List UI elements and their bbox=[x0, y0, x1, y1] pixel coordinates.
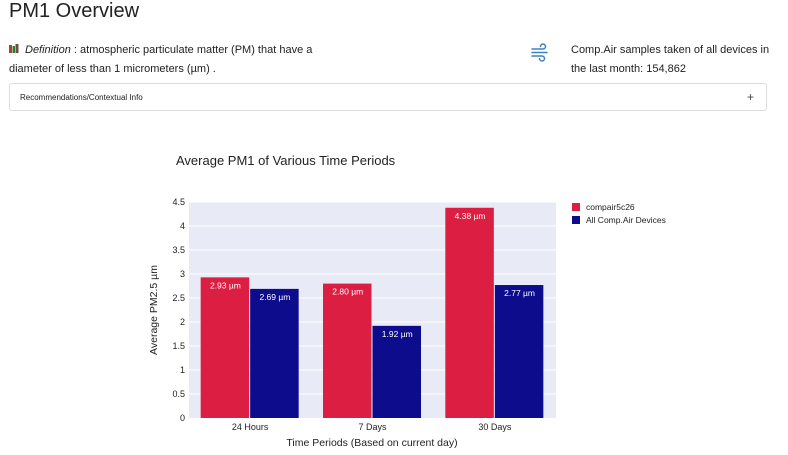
y-tick-label: 4.5 bbox=[172, 197, 185, 207]
books-icon bbox=[9, 44, 19, 53]
bar-value-label: 4.38 µm bbox=[455, 211, 486, 221]
y-tick-label: 4 bbox=[180, 221, 185, 231]
bar-value-label: 2.93 µm bbox=[210, 280, 241, 290]
definition-body: : atmospheric particulate matter (PM) th… bbox=[9, 44, 313, 75]
y-tick-label: 0 bbox=[180, 413, 185, 423]
wind-icon bbox=[531, 43, 548, 62]
y-axis-title: Average PM2.5 µm bbox=[148, 265, 160, 355]
y-tick-label: 3.5 bbox=[172, 245, 185, 255]
accordion-label: Recommendations/Contextual Info bbox=[20, 92, 143, 102]
definition-label: Definition bbox=[25, 44, 71, 56]
y-tick-label: 0.5 bbox=[172, 389, 185, 399]
page-title: PM1 Overview bbox=[9, 0, 140, 22]
legend-item[interactable]: compair5c26 bbox=[586, 202, 635, 212]
bar[interactable] bbox=[250, 288, 299, 418]
bar[interactable] bbox=[200, 277, 250, 418]
definition-text: Definition : atmospheric particulate mat… bbox=[9, 41, 329, 79]
y-tick-label: 1 bbox=[180, 365, 185, 375]
x-tick-label: 7 Days bbox=[358, 422, 387, 432]
bar-value-label: 2.80 µm bbox=[332, 287, 363, 297]
bar[interactable] bbox=[445, 207, 494, 418]
y-tick-label: 3 bbox=[180, 269, 185, 279]
recommendations-accordion[interactable]: Recommendations/Contextual Info + bbox=[9, 83, 767, 111]
expand-icon[interactable]: + bbox=[746, 90, 754, 104]
legend-item[interactable]: All Comp.Air Devices bbox=[586, 215, 666, 225]
y-tick-label: 2 bbox=[180, 317, 185, 327]
bar-value-label: 2.69 µm bbox=[259, 292, 290, 302]
legend-swatch[interactable] bbox=[572, 216, 580, 224]
bar[interactable] bbox=[323, 283, 372, 418]
bars: 2.93 µm 2.69 µm 2.80 µm 1.92 µm 4.38 µm 2.77 … bbox=[200, 207, 544, 418]
bar-value-label: 1.92 µm bbox=[382, 329, 413, 339]
chart-title: Average PM1 of Various Time Periods bbox=[176, 153, 396, 168]
y-tick-label: 1.5 bbox=[172, 341, 185, 351]
y-tick-label: 2.5 bbox=[172, 293, 185, 303]
bar[interactable] bbox=[372, 325, 422, 418]
samples-text: Comp.Air samples taken of all devices in… bbox=[571, 44, 770, 75]
x-axis-title: Time Periods (Based on current day) bbox=[286, 437, 457, 449]
x-tick-label: 24 Hours bbox=[232, 422, 269, 432]
bar-value-label: 2.77 µm bbox=[504, 288, 535, 298]
legend-swatch[interactable] bbox=[572, 203, 580, 211]
bar[interactable] bbox=[494, 285, 544, 418]
x-axis-ticks: 24 Hours 7 Days 30 Days bbox=[232, 422, 512, 432]
x-tick-label: 30 Days bbox=[478, 422, 512, 432]
y-axis-ticks: 0 0.5 1 1.5 2 2.5 3 3.5 4 4.5 bbox=[172, 197, 185, 423]
legend[interactable]: compair5c26 All Comp.Air Devices bbox=[572, 202, 666, 225]
